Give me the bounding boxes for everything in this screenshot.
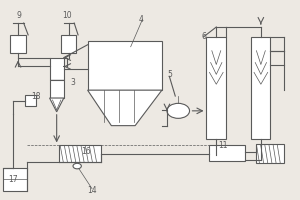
Text: 11: 11 (218, 141, 228, 150)
Text: 17: 17 (8, 175, 18, 184)
Bar (50, 58, 64, 80)
Circle shape (167, 103, 190, 118)
Text: 4: 4 (139, 15, 143, 24)
Bar (10, 35, 26, 53)
Bar (206, 37, 226, 139)
Text: 5: 5 (167, 70, 172, 79)
Bar (209, 145, 245, 161)
Text: 18: 18 (31, 92, 40, 101)
Bar (59, 145, 101, 162)
Text: 14: 14 (87, 186, 97, 195)
Text: 16: 16 (81, 147, 91, 156)
Text: 10: 10 (62, 11, 72, 20)
Text: 3: 3 (70, 78, 75, 87)
Polygon shape (50, 98, 64, 112)
Text: 9: 9 (17, 11, 22, 20)
Bar (88, 41, 162, 90)
Polygon shape (50, 80, 64, 98)
Bar (25, 95, 37, 106)
Polygon shape (88, 90, 162, 126)
Bar (61, 35, 76, 53)
Bar (3, 168, 27, 191)
Circle shape (73, 163, 81, 169)
Bar (256, 144, 284, 163)
Text: 6: 6 (201, 32, 206, 41)
Bar (251, 37, 270, 139)
